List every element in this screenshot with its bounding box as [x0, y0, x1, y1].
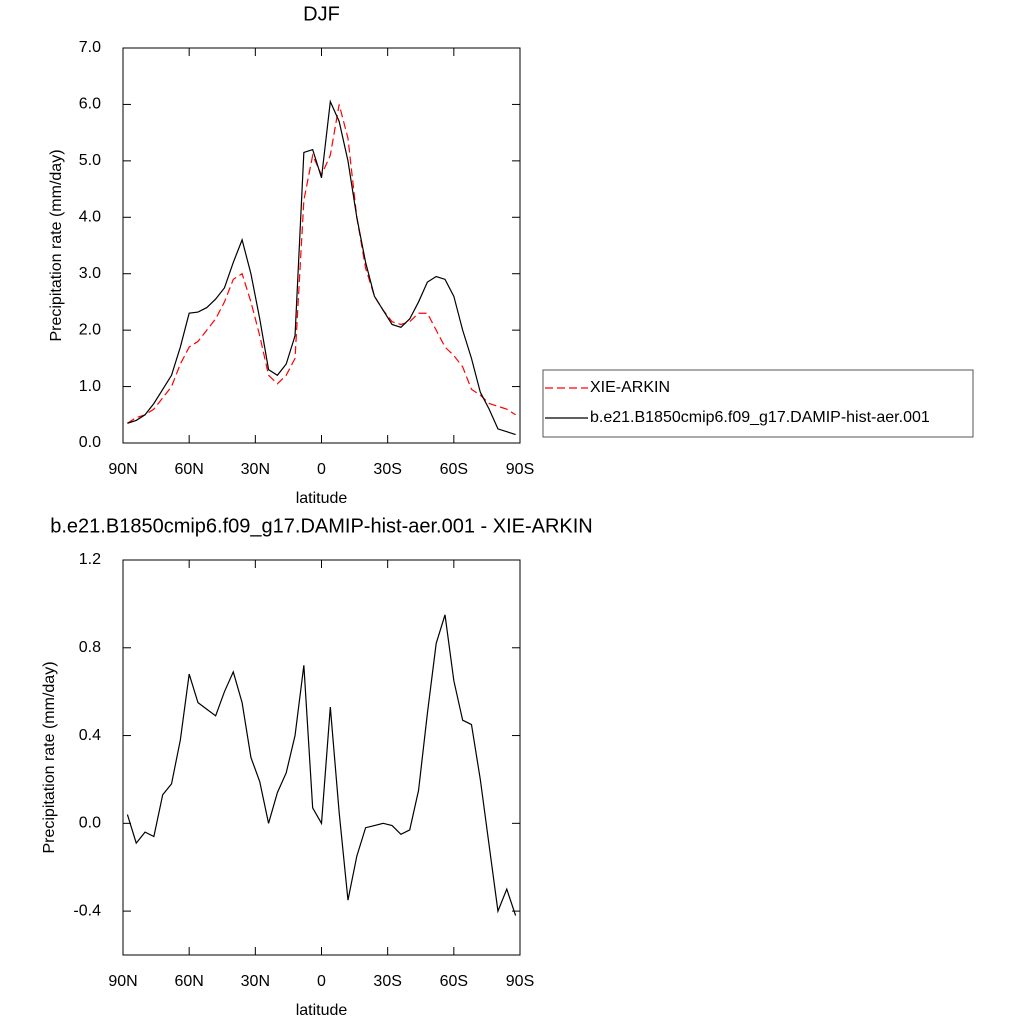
y-tick-label: 0.0	[79, 815, 101, 832]
plot-frame	[122, 559, 521, 956]
y-tick-label: 6.0	[79, 96, 101, 113]
x-tick-label: 60S	[440, 973, 468, 990]
y-tick-label: 0.8	[79, 639, 101, 656]
plot-frame	[122, 47, 521, 444]
legend-label: XIE-ARKIN	[590, 379, 670, 396]
x-tick-label: 90N	[108, 461, 137, 478]
y-tick-label: 1.0	[79, 378, 101, 395]
legend-box	[542, 369, 974, 438]
y-tick-label: 3.0	[79, 265, 101, 282]
x-tick-label: 90S	[506, 461, 534, 478]
y-axis-label: Precipitation rate (mm/day)	[41, 661, 58, 853]
chart-title: b.e21.B1850cmip6.f09_g17.DAMIP-hist-aer.…	[50, 515, 593, 537]
x-axis-label: latitude	[296, 490, 348, 507]
y-tick-label: 4.0	[79, 209, 101, 226]
y-tick-label: 0.4	[79, 727, 101, 744]
x-tick-label: 30S	[373, 973, 401, 990]
data-line	[126, 614, 517, 916]
x-tick-label: 0	[317, 973, 326, 990]
chart-title: DJF	[303, 3, 340, 25]
x-tick-label: 90S	[506, 973, 534, 990]
x-axis-label: latitude	[296, 1002, 348, 1019]
x-tick-label: 60N	[174, 973, 203, 990]
data-line	[127, 99, 516, 436]
x-tick-label: 60N	[174, 461, 203, 478]
x-tick-label: 30N	[241, 461, 270, 478]
y-tick-label: 1.2	[79, 551, 101, 568]
y-tick-label: 5.0	[79, 152, 101, 169]
y-axis-label: Precipitation rate (mm/day)	[48, 149, 65, 341]
x-tick-label: 60S	[440, 461, 468, 478]
y-tick-label: 7.0	[79, 39, 101, 56]
data-line	[127, 104, 516, 424]
legend-label: b.e21.B1850cmip6.f09_g17.DAMIP-hist-aer.…	[590, 409, 930, 426]
y-tick-label: 2.0	[79, 321, 101, 338]
y-tick-label: -0.4	[73, 902, 101, 919]
y-tick-label: 0.0	[79, 434, 101, 451]
x-tick-label: 0	[317, 461, 326, 478]
x-tick-label: 90N	[108, 973, 137, 990]
x-tick-label: 30S	[373, 461, 401, 478]
x-tick-label: 30N	[241, 973, 270, 990]
